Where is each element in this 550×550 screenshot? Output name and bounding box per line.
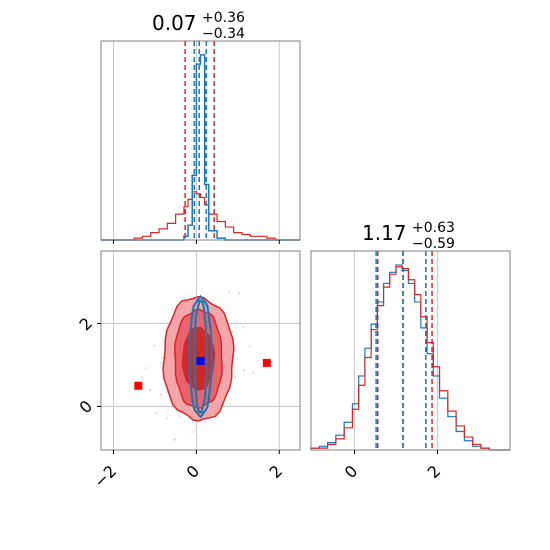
scatter-point (231, 330, 234, 333)
hist-series-b-param1 (101, 191, 300, 241)
param1-title-value: 0.07 (152, 11, 197, 35)
x-tick-label: −2 (90, 461, 120, 491)
x-tick-label: 0 (341, 461, 362, 482)
param1-histogram-panel (100, 40, 301, 244)
panel-frame (100, 40, 301, 241)
scatter-point (242, 369, 246, 372)
scatter-point (227, 290, 231, 293)
scatter-point (191, 430, 194, 434)
panel-frame (100, 250, 301, 451)
density-contour-series-a (188, 295, 213, 419)
scatter-point (203, 420, 206, 424)
scatter-point (173, 438, 176, 441)
y-tick-label: 0 (76, 397, 97, 418)
scatter-point (251, 371, 255, 374)
scatter-point (165, 391, 168, 394)
scatter-point (155, 411, 158, 415)
hist-series-a-param1 (101, 54, 300, 241)
y-tick-label: 2 (76, 314, 97, 335)
scatter-point (165, 417, 169, 420)
joint-density-panel: −2 0 2 0 2 (76, 250, 301, 492)
scatter-point (148, 388, 152, 392)
scatter-point (159, 393, 163, 396)
x-tick-label: 2 (265, 461, 286, 482)
scatter-point (161, 356, 164, 360)
x-tick-label: 0 (183, 461, 204, 482)
scatter-point (229, 402, 232, 406)
param2-title-minus: −0.59 (412, 236, 455, 252)
scatter-point (237, 291, 241, 295)
param2-title: 1.17 +0.63 −0.59 (362, 220, 455, 252)
param1-title-plus: +0.36 (202, 10, 245, 26)
hist-series-a-param2 (310, 264, 510, 451)
hist-series-b-param2 (310, 266, 510, 451)
param1-title-minus: −0.34 (202, 26, 245, 42)
scatter-point (233, 375, 237, 379)
scatter-point (160, 362, 163, 365)
param2-title-plus: +0.63 (412, 220, 455, 236)
best-fit-marker (196, 356, 205, 365)
scatter-point (145, 367, 148, 370)
scatter-point (141, 376, 144, 379)
panel-frame (310, 250, 511, 451)
scatter-point (153, 344, 156, 347)
density-contour-series-a (193, 299, 208, 414)
scatter-point (242, 326, 245, 329)
truth-marker (134, 381, 143, 390)
scatter-point (178, 415, 181, 418)
scatter-point (195, 425, 198, 429)
scatter-point (248, 345, 251, 348)
truth-marker (262, 358, 271, 367)
param1-title: 0.07 +0.36 −0.34 (152, 10, 245, 42)
param2-title-value: 1.17 (362, 221, 407, 245)
x-tick-label: 2 (424, 461, 445, 482)
joint-density-plot-area (101, 251, 300, 450)
